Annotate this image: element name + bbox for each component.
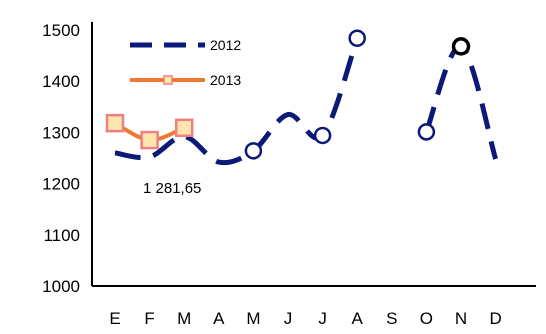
x-tick-label: D — [489, 309, 501, 328]
x-tick-label: J — [284, 309, 293, 328]
legend-marker-2013 — [163, 75, 173, 85]
y-tick-label: 1200 — [42, 175, 80, 194]
x-tick-label: M — [177, 309, 191, 328]
point-marker-2012 — [348, 29, 366, 47]
series-line-2012 — [424, 43, 498, 160]
y-tick-label: 1000 — [42, 277, 80, 296]
x-tick-label: J — [318, 309, 327, 328]
x-tick-label: E — [109, 309, 120, 328]
legend: 2012 2013 — [130, 37, 241, 88]
y-tick-label: 1500 — [42, 21, 80, 40]
axes — [91, 22, 536, 287]
x-tick-label: M — [246, 309, 260, 328]
legend-label-2012: 2012 — [210, 37, 241, 53]
annotations: 1 281,65 — [143, 180, 201, 197]
legend-item-2012: 2012 — [130, 37, 241, 53]
point-marker-2013 — [105, 113, 125, 133]
point-marker-2012 — [244, 142, 263, 160]
y-tick-label: 1300 — [42, 123, 80, 142]
point-marker-2013 — [174, 118, 194, 138]
x-tick-label: A — [352, 309, 364, 328]
y-tick-labels: 1000 1100 1200 1300 1400 1500 — [42, 21, 80, 296]
data-label: 1 281,65 — [143, 180, 201, 197]
series-layer — [114, 37, 498, 166]
y-tick-label: 1400 — [42, 72, 80, 91]
legend-item-2013: 2013 — [130, 72, 241, 88]
x-tick-label: N — [455, 309, 467, 328]
legend-label-2013: 2013 — [210, 72, 241, 88]
point-marker-2012 — [417, 123, 436, 141]
x-tick-label: A — [213, 309, 225, 328]
point-marker-2012-highlight — [451, 37, 471, 56]
marker-layer — [105, 29, 471, 160]
y-tick-label: 1100 — [43, 226, 80, 245]
x-tick-label: O — [420, 309, 433, 328]
x-tick-label: F — [144, 309, 154, 328]
x-tick-label: S — [386, 309, 397, 328]
point-marker-2012 — [313, 126, 332, 145]
point-marker-2013 — [140, 130, 159, 150]
